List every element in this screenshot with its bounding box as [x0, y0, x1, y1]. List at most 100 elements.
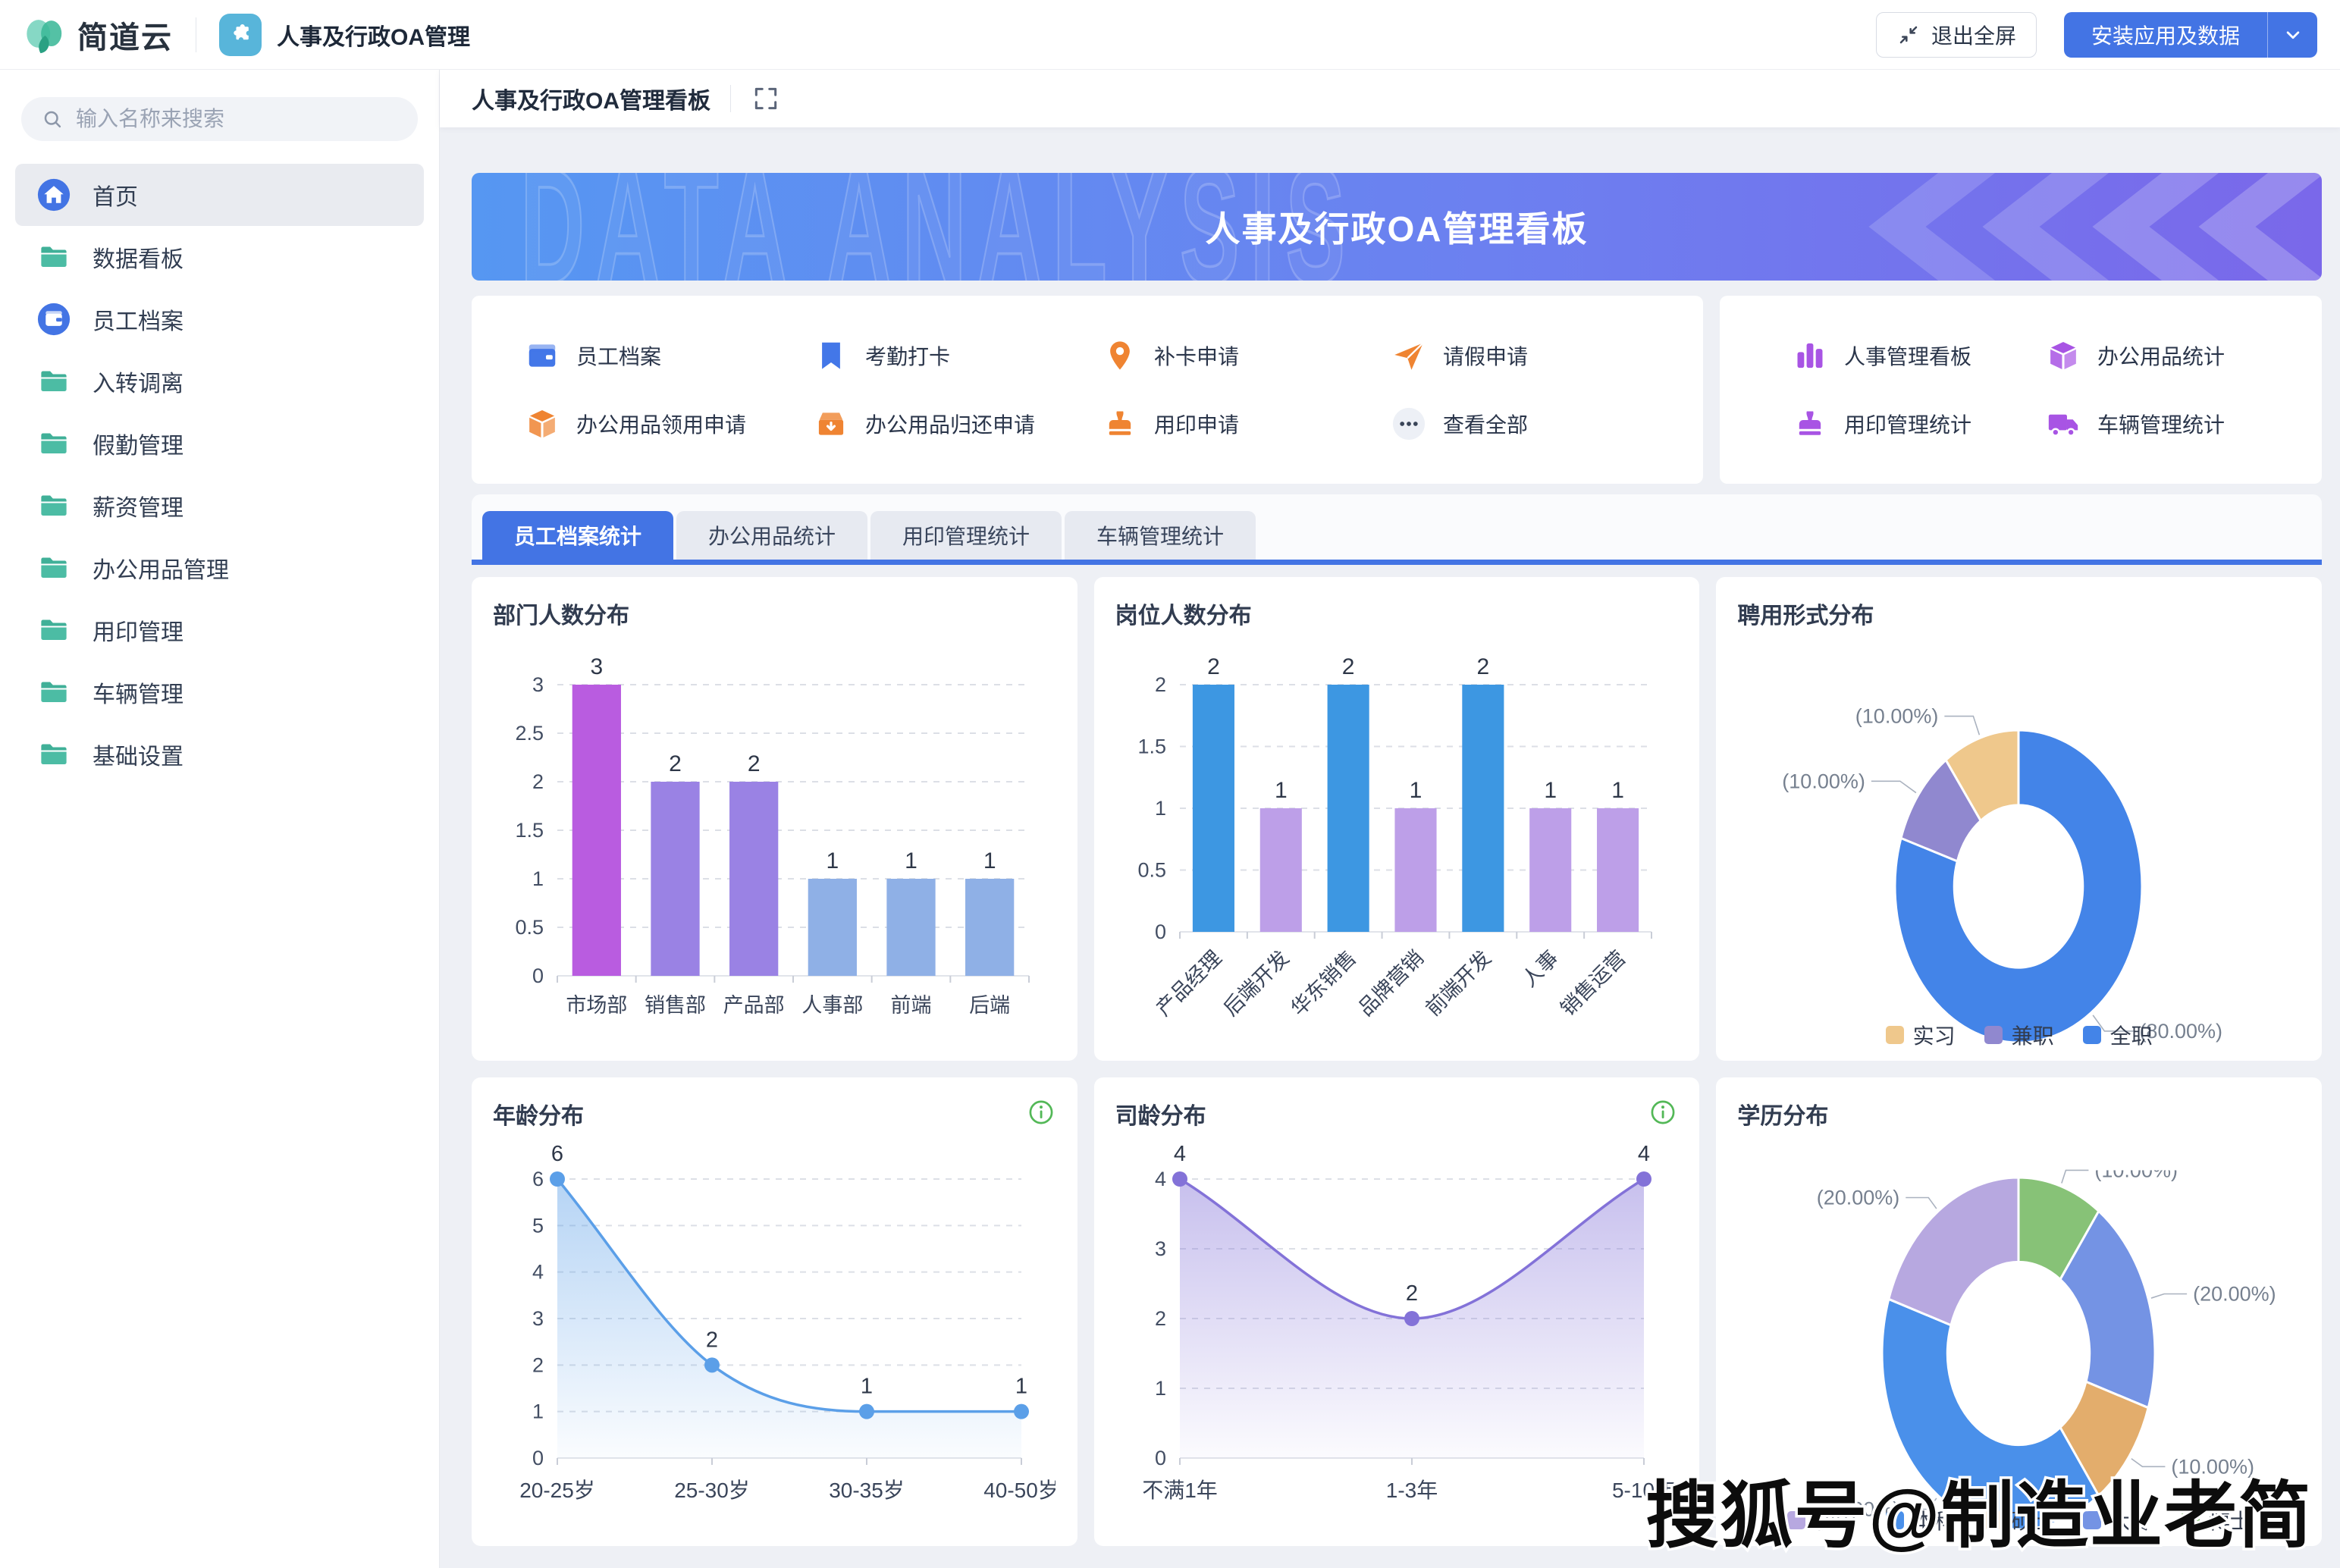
- x-tick-label: 人事部: [801, 994, 863, 1017]
- svg-text:0: 0: [1155, 1447, 1166, 1469]
- top-navbar: 简道云 人事及行政OA管理 退出全屏 安装应用及数据: [0, 0, 2340, 70]
- x-tick-label: 华东销售: [1286, 946, 1360, 1021]
- x-tick-label: 前端: [891, 994, 932, 1017]
- sidebar-item[interactable]: 用印管理: [15, 599, 424, 661]
- legend-swatch: [1885, 1511, 1904, 1529]
- truck-icon: [2046, 406, 2081, 441]
- sidebar-item[interactable]: 入转调离: [15, 350, 424, 412]
- quick-link[interactable]: 请假申请: [1391, 338, 1680, 373]
- install-dropdown-caret[interactable]: [2267, 11, 2317, 58]
- stat-link-label: 用印管理统计: [1844, 413, 1972, 437]
- stat-link[interactable]: 人事管理看板: [1793, 338, 2046, 373]
- svg-text:4: 4: [532, 1261, 544, 1284]
- tab-用印管理统计[interactable]: 用印管理统计: [870, 511, 1062, 560]
- sidebar-item[interactable]: 假勤管理: [15, 412, 424, 475]
- slice-percent-label: (80.00%): [2140, 1020, 2223, 1043]
- quick-link[interactable]: 办公用品归还申请: [814, 406, 1103, 441]
- x-tick-label: 市场部: [566, 994, 627, 1017]
- legend-label: 大专: [2109, 1510, 2153, 1533]
- dashboard-content: DATA ANALYSIS 人事及行政OA管理看板 员工档案 考勤打卡: [440, 127, 2340, 1568]
- legend-item[interactable]: 大专: [2082, 1505, 2153, 1535]
- sidebar-item[interactable]: 办公用品管理: [15, 537, 424, 599]
- sidebar-item-label: 员工档案: [93, 309, 183, 334]
- legend-item[interactable]: 博士: [2181, 1505, 2251, 1535]
- donut-slice: [1880, 1297, 2100, 1531]
- fullscreen-expand-icon[interactable]: [751, 83, 781, 114]
- x-tick-label: 产品部: [723, 994, 785, 1017]
- legend-item[interactable]: 硕士: [1984, 1505, 2054, 1535]
- stat-link[interactable]: 用印管理统计: [1793, 406, 2046, 441]
- svg-text:2: 2: [1155, 1307, 1166, 1330]
- sidebar-item[interactable]: 基础设置: [15, 723, 424, 786]
- tab-strip: 员工档案统计 办公用品统计 用印管理统计 车辆管理统计: [472, 494, 2322, 560]
- quick-link[interactable]: 员工档案: [525, 338, 814, 373]
- search-input[interactable]: [76, 107, 398, 131]
- quick-link[interactable]: 办公用品领用申请: [525, 406, 814, 441]
- install-app-button[interactable]: 安装应用及数据: [2091, 24, 2240, 48]
- stat-link[interactable]: 办公用品统计: [2046, 338, 2299, 373]
- quick-link-label: 办公用品归还申请: [865, 413, 1036, 437]
- legend-item[interactable]: 初中: [1786, 1505, 1857, 1535]
- data-point-marker: [1172, 1171, 1187, 1187]
- stat-link[interactable]: 车辆管理统计: [2046, 406, 2299, 441]
- quick-link[interactable]: 考勤打卡: [814, 338, 1103, 373]
- legend-label: 硕士: [2011, 1510, 2054, 1533]
- barchart-icon: [1793, 338, 1827, 373]
- exit-fullscreen-button[interactable]: 退出全屏: [1875, 11, 2037, 58]
- sidebar-item[interactable]: 数据看板: [15, 226, 424, 288]
- chart-plot: 0 0.5 1 1.5 2 2.5 3 3 2 2 1 1 1 市场部 销售部 产品部 人事部 前端 后端: [493, 636, 1056, 1046]
- install-app-split-button[interactable]: 安装应用及数据: [2063, 11, 2317, 58]
- legend-item[interactable]: 本科: [1885, 1505, 1956, 1535]
- folder-icon: [38, 739, 70, 770]
- chart-title: 司龄分布: [1115, 1104, 1206, 1129]
- chart-title: 年龄分布: [493, 1104, 584, 1129]
- quick-link[interactable]: 查看全部: [1391, 406, 1680, 441]
- tab-active-underline: [472, 560, 2322, 565]
- sidebar-item[interactable]: 员工档案: [15, 288, 424, 350]
- sidebar-search[interactable]: [21, 97, 418, 141]
- sidebar-item[interactable]: 首页: [15, 164, 424, 226]
- line-chart-svg: 0 1 2 3 4 5 66 20-25岁 2 25-30岁 1 30-35岁 1 40-50岁: [519, 1142, 1056, 1502]
- svg-text:0: 0: [532, 964, 544, 987]
- legend-swatch: [1885, 1026, 1904, 1044]
- pin-icon: [1103, 338, 1137, 373]
- legend-label: 本科: [1912, 1510, 1956, 1533]
- brand-logo[interactable]: 简道云: [23, 13, 173, 57]
- svg-text:1.5: 1.5: [515, 819, 544, 842]
- info-icon[interactable]: [1649, 1099, 1677, 1126]
- svg-text:5: 5: [532, 1214, 544, 1237]
- chart-card-employment-type: 聘用形式分布 (80.00%) (10.00%) (10.00%) 实习 兼职 全职: [1716, 577, 2322, 1061]
- donut-chart-svg: (10.00%)(20.00%)(10.00%)(40.00%)(20.00%): [1817, 1159, 2276, 1531]
- bar-value-label: 2: [1207, 654, 1220, 679]
- legend-swatch: [2181, 1511, 2200, 1529]
- tab-员工档案统计[interactable]: 员工档案统计: [482, 511, 674, 560]
- tab-车辆管理统计[interactable]: 车辆管理统计: [1065, 511, 1256, 560]
- legend-item[interactable]: 全职: [2082, 1020, 2153, 1050]
- sidebar-item[interactable]: 车辆管理: [15, 661, 424, 723]
- banner-title: 人事及行政OA管理看板: [1205, 209, 1589, 249]
- bar: [1596, 808, 1639, 932]
- svg-text:3: 3: [1155, 1237, 1166, 1260]
- header-divider: [730, 85, 731, 112]
- donut-slice: [1893, 729, 2144, 1044]
- legend-item[interactable]: 兼职: [1984, 1020, 2054, 1050]
- quick-link-label: 办公用品领用申请: [576, 413, 747, 437]
- stat-links-card: 人事管理看板 办公用品统计 用印管理统计 车辆管理统计: [1720, 296, 2322, 484]
- x-tick-label: 后端开发: [1219, 946, 1294, 1021]
- bar-value-label: 2: [1341, 654, 1354, 679]
- bar: [1327, 685, 1369, 932]
- info-icon[interactable]: [1027, 1099, 1055, 1126]
- tab-办公用品统计[interactable]: 办公用品统计: [676, 511, 868, 560]
- quick-link[interactable]: 用印申请: [1103, 406, 1391, 441]
- x-tick-label: 20-25岁: [519, 1479, 595, 1502]
- legend-item[interactable]: 实习: [1885, 1020, 1956, 1050]
- sidebar-item-label: 车辆管理: [93, 682, 183, 707]
- quick-link-label: 考勤打卡: [865, 345, 951, 368]
- sidebar-item[interactable]: 薪资管理: [15, 475, 424, 537]
- quick-link[interactable]: 补卡申请: [1103, 338, 1391, 373]
- bar: [572, 685, 621, 976]
- donut-chart-svg: (80.00%) (10.00%) (10.00%): [1783, 705, 2223, 1044]
- folder-icon: [38, 614, 70, 646]
- x-tick-label: 30-35岁: [829, 1479, 905, 1502]
